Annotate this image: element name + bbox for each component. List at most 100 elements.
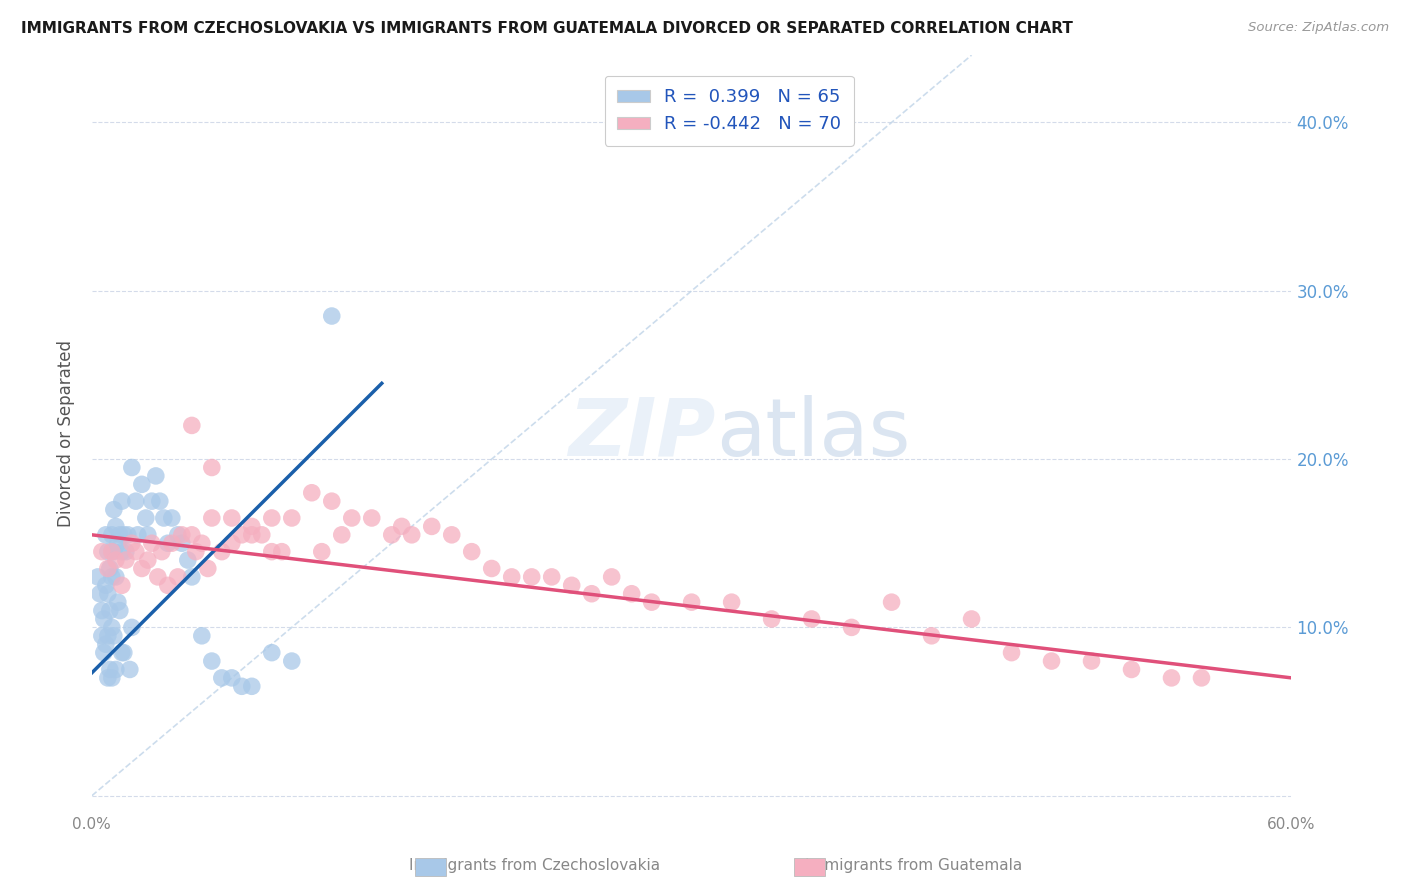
Point xyxy=(93,612,115,626)
Point xyxy=(321,309,343,323)
Point xyxy=(125,544,148,558)
Point xyxy=(1000,646,1022,660)
Point xyxy=(136,528,159,542)
Point xyxy=(240,519,263,533)
Point xyxy=(330,528,353,542)
Point xyxy=(231,679,253,693)
Point xyxy=(561,578,583,592)
Point xyxy=(221,536,243,550)
Point xyxy=(600,570,623,584)
Point xyxy=(111,646,134,660)
Point xyxy=(97,671,120,685)
Point xyxy=(1160,671,1182,685)
Point xyxy=(103,544,125,558)
Point xyxy=(146,570,169,584)
Point xyxy=(301,485,323,500)
Point xyxy=(114,553,136,567)
Point xyxy=(240,679,263,693)
Point xyxy=(118,663,141,677)
Point xyxy=(94,528,117,542)
Point xyxy=(281,511,304,525)
Point xyxy=(93,646,115,660)
Point xyxy=(520,570,543,584)
Point xyxy=(180,570,202,584)
Point xyxy=(191,536,214,550)
Point xyxy=(87,570,110,584)
Point xyxy=(381,528,404,542)
Point xyxy=(281,654,304,668)
Point xyxy=(121,460,143,475)
Point xyxy=(481,561,503,575)
Point xyxy=(1040,654,1063,668)
Point xyxy=(127,528,149,542)
Point xyxy=(135,511,157,525)
Point xyxy=(104,519,127,533)
Point xyxy=(107,536,129,550)
Point xyxy=(540,570,562,584)
Point xyxy=(98,663,121,677)
Point xyxy=(111,578,134,592)
Point xyxy=(420,519,443,533)
Point xyxy=(107,595,129,609)
Point xyxy=(250,528,273,542)
Point xyxy=(90,603,112,617)
Point xyxy=(97,587,120,601)
Point xyxy=(104,570,127,584)
Point xyxy=(103,629,125,643)
Point xyxy=(111,494,134,508)
Point xyxy=(260,544,283,558)
Point xyxy=(101,544,124,558)
Point xyxy=(141,494,163,508)
Point xyxy=(170,536,193,550)
Point xyxy=(1191,671,1213,685)
Point xyxy=(461,544,484,558)
Point xyxy=(101,570,124,584)
Point xyxy=(191,629,214,643)
Point xyxy=(340,511,363,525)
Point xyxy=(501,570,523,584)
Point xyxy=(1121,663,1143,677)
Point xyxy=(270,544,292,558)
Point xyxy=(166,528,188,542)
Point xyxy=(94,637,117,651)
Point xyxy=(156,536,179,550)
Point xyxy=(97,629,120,643)
Point xyxy=(211,544,233,558)
Point xyxy=(201,460,224,475)
Point xyxy=(156,578,179,592)
Point xyxy=(620,587,643,601)
Point xyxy=(101,620,124,634)
Point xyxy=(103,502,125,516)
Point xyxy=(880,595,903,609)
Point xyxy=(90,544,112,558)
Point xyxy=(391,519,413,533)
Point xyxy=(800,612,823,626)
Point xyxy=(166,570,188,584)
Point xyxy=(440,528,463,542)
Point xyxy=(180,528,202,542)
Point xyxy=(960,612,983,626)
Point xyxy=(311,544,333,558)
Point xyxy=(153,511,176,525)
Point xyxy=(681,595,703,609)
Point xyxy=(240,528,263,542)
Point xyxy=(108,603,131,617)
Text: IMMIGRANTS FROM CZECHOSLOVAKIA VS IMMIGRANTS FROM GUATEMALA DIVORCED OR SEPARATE: IMMIGRANTS FROM CZECHOSLOVAKIA VS IMMIGR… xyxy=(21,21,1073,36)
Point xyxy=(121,536,143,550)
Point xyxy=(260,646,283,660)
Text: ZIP: ZIP xyxy=(568,395,716,473)
Text: atlas: atlas xyxy=(716,395,910,473)
Point xyxy=(197,561,219,575)
Point xyxy=(581,587,603,601)
Point xyxy=(170,528,193,542)
Point xyxy=(1080,654,1102,668)
Point xyxy=(89,587,111,601)
Point xyxy=(121,620,143,634)
Point xyxy=(221,511,243,525)
Y-axis label: Divorced or Separated: Divorced or Separated xyxy=(58,341,75,527)
Point xyxy=(98,603,121,617)
Point xyxy=(720,595,742,609)
Point xyxy=(117,528,139,542)
Point xyxy=(145,469,167,483)
Point xyxy=(131,561,153,575)
